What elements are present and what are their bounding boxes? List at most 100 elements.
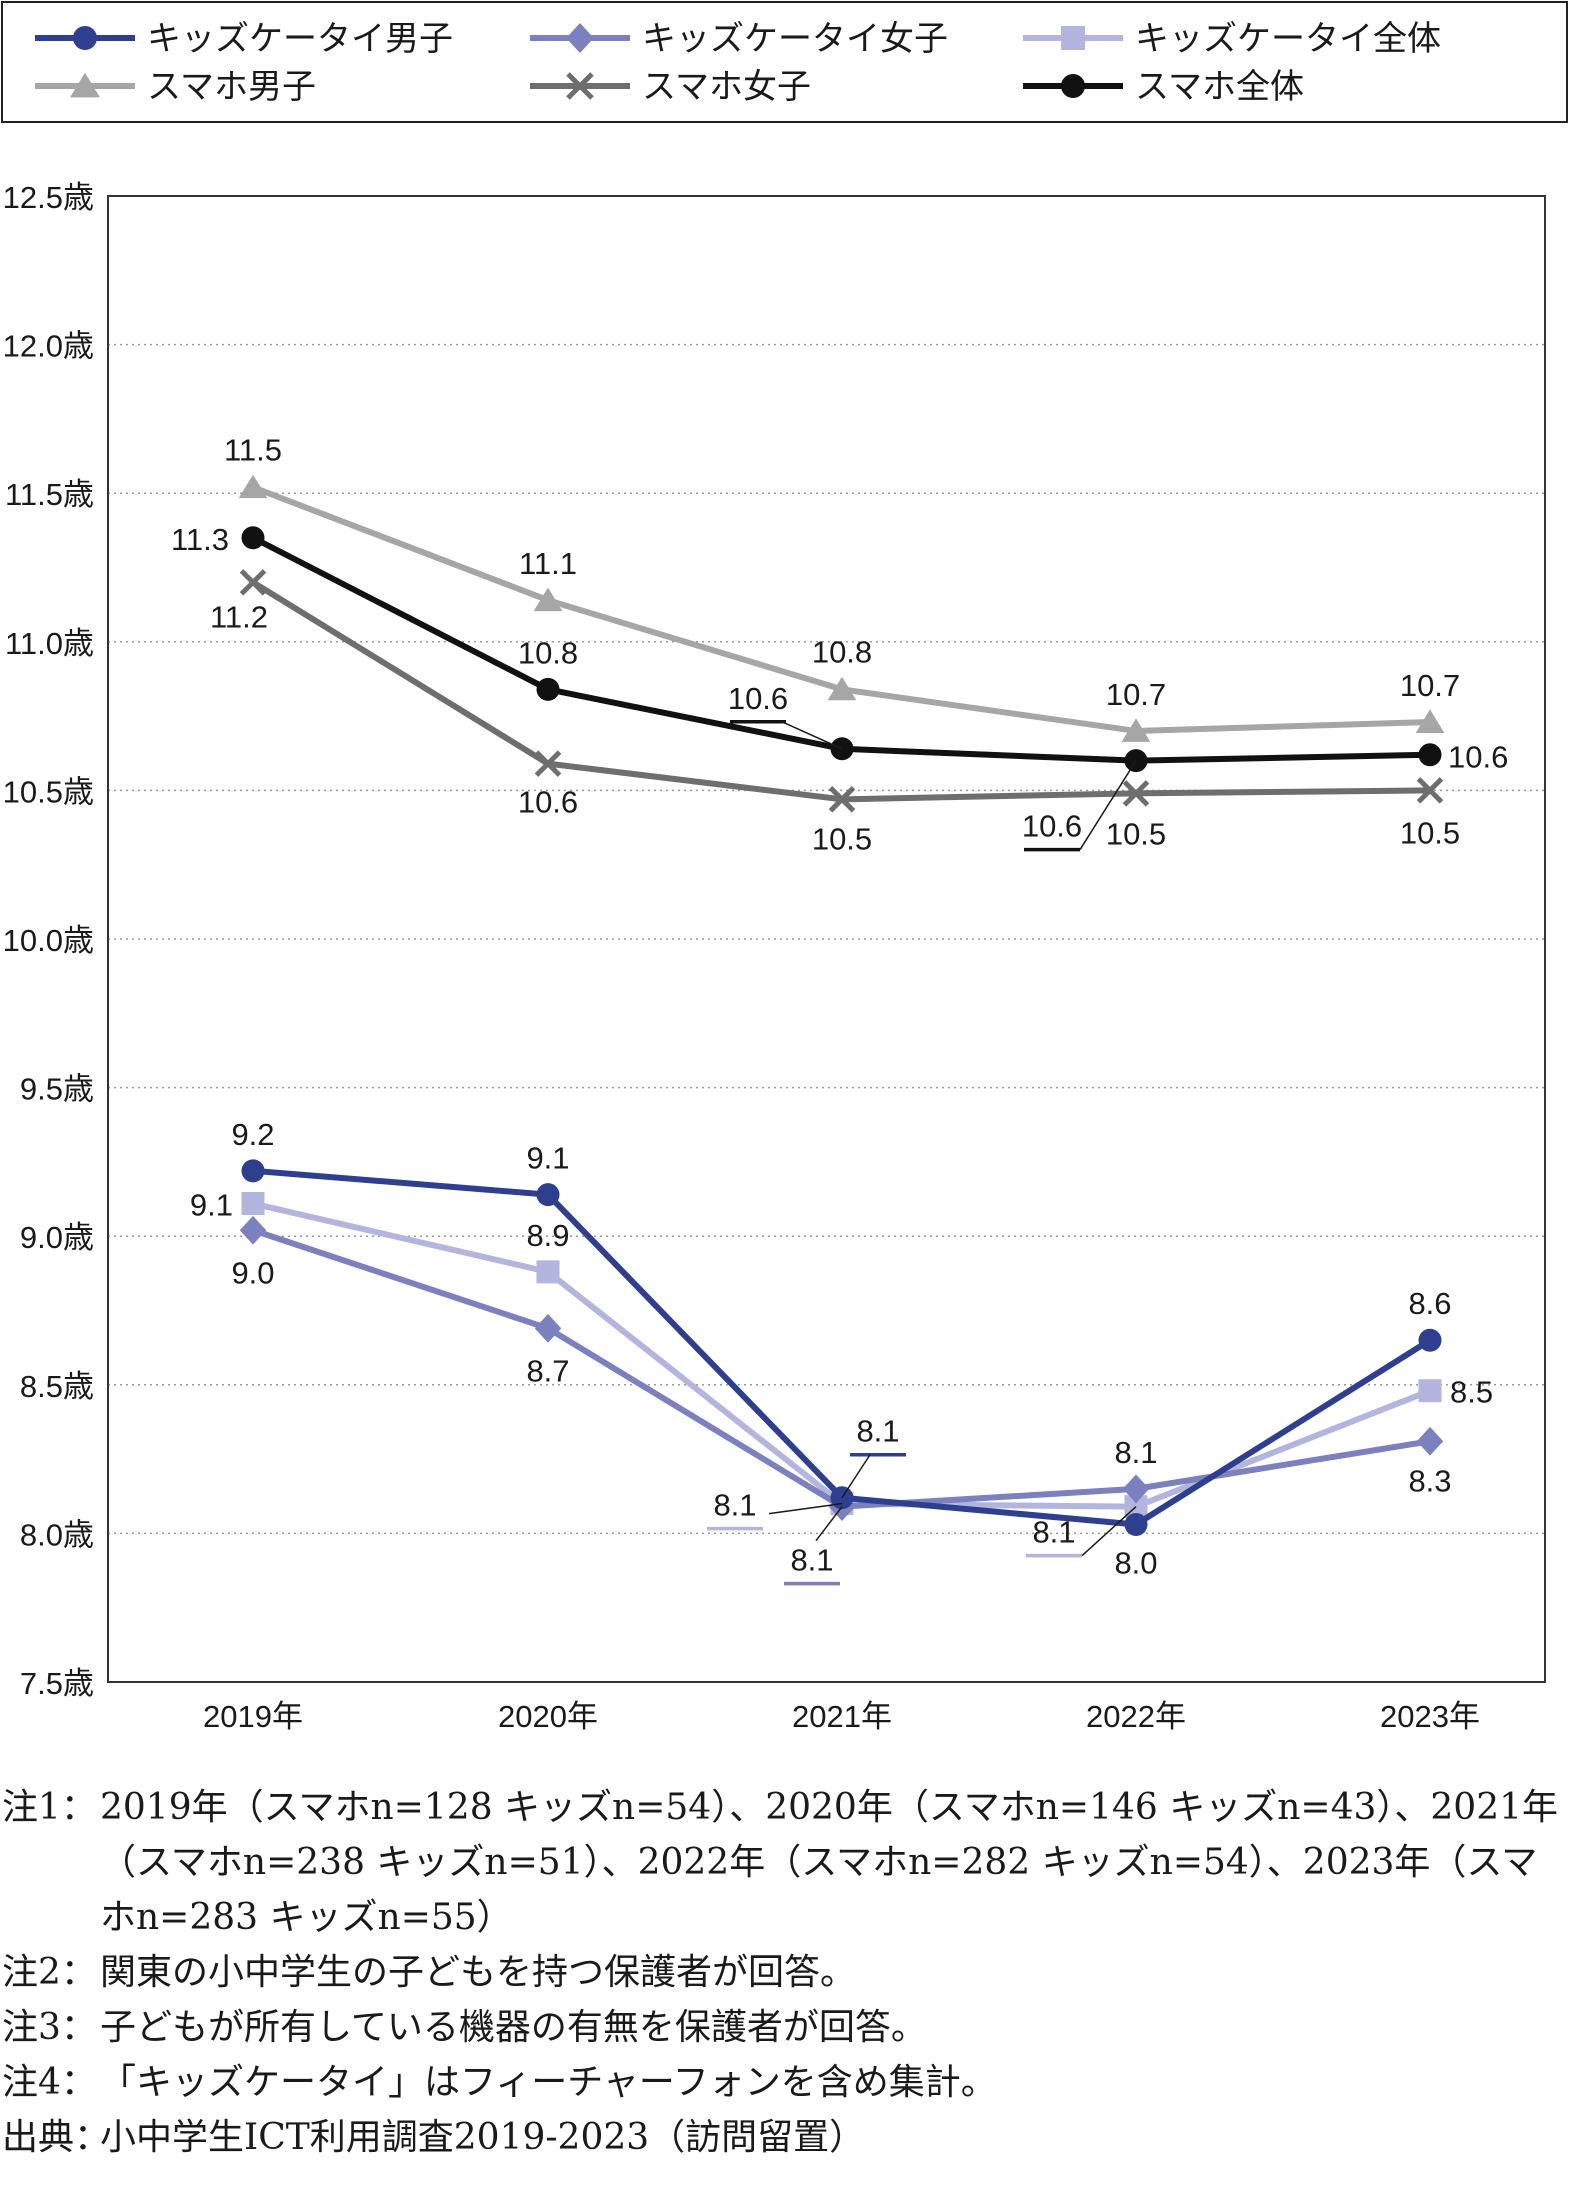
data-point [534,750,562,777]
x-tick-label: 2022年 [1086,1699,1186,1734]
legend-label: キッズケータイ男子 [147,20,453,58]
data-label: 8.1 [1114,1435,1157,1470]
legend-item: スマホ男子 [35,68,316,106]
data-label: 9.1 [526,1141,569,1176]
gridlines [107,195,1546,1683]
y-tick-label: 11.0歳 [5,626,94,661]
data-label: 10.5 [812,821,872,856]
data-point [1418,743,1442,767]
legend-marker-icon [73,26,97,50]
data-point [1121,718,1151,742]
data-label: 8.1 [856,1414,899,1449]
data-label: 11.1 [519,546,577,581]
x-tick-label: 2020年 [498,1699,598,1734]
data-label: 8.7 [526,1353,569,1388]
legend-item: キッズケータイ女子 [530,20,948,58]
data-point [1416,777,1444,804]
y-tick-label: 8.0歳 [20,1517,94,1552]
data-label: 9.2 [231,1117,274,1152]
note-4: 注4： 「キッズケータイ」はフィーチャーフォンを含め集計。 [2,2062,997,2103]
data-point [536,677,560,701]
data-label: 10.6 [1448,740,1508,775]
data-label: 10.7 [1106,677,1166,712]
legend-item: キッズケータイ男子 [35,20,453,58]
series-path [252,1200,1432,1510]
legend-item: キッズケータイ全体 [1023,20,1441,58]
data-point [827,676,857,701]
y-tick-label: 9.0歳 [20,1220,94,1255]
data-label: 8.1 [713,1488,756,1523]
data-point [1415,709,1445,733]
data-point [241,526,265,550]
y-tick-label: 12.0歳 [3,329,94,364]
series-line [238,474,1445,742]
footnotes: 注1： 2019年（スマホn=128 キッズn=54）、2020年（スマホn=14… [2,1780,1562,2165]
data-label: 9.1 [190,1188,233,1223]
x-axis: 2019年 2020年 2021年 2022年 2023年 [203,1699,1480,1734]
legend-item: スマホ女子 [530,68,811,106]
legend-marker-icon [1061,26,1085,50]
source-note: 出典： 小中学生ICT利用調査2019-2023（訪問留置） [2,2117,866,2158]
data-point [1416,1426,1444,1456]
legend-marker-icon [70,72,100,98]
y-tick-label: 12.5歳 [3,180,94,215]
data-label: 10.6 [1022,809,1082,844]
data-point [1418,1379,1442,1403]
leader-line [841,1454,871,1499]
data-point [1122,1474,1150,1504]
data-point [1122,780,1150,807]
data-point [1418,1328,1442,1352]
data-point [534,1313,562,1343]
legend-marker-icon [1061,74,1085,98]
data-label: 10.8 [518,635,578,670]
note-1: 注1： 2019年（スマホn=128 キッズn=54）、2020年（スマホn=14… [2,1787,1559,1938]
y-tick-label: 7.5歳 [20,1666,94,1701]
data-label: 10.5 [1106,816,1166,851]
data-point [536,1183,560,1207]
y-tick-label: 10.0歳 [3,923,94,958]
y-tick-label: 9.5歳 [20,1072,94,1107]
data-label: 8.3 [1408,1463,1451,1498]
legend-marker-icon [566,23,594,53]
y-tick-label: 8.5歳 [20,1369,94,1404]
data-point [239,1215,267,1245]
data-label: 11.5 [224,432,282,467]
leader-line [1081,1506,1137,1557]
series-line [239,1215,1444,1522]
series-line [239,569,1444,813]
plot-frame [107,195,1546,1683]
data-label: 8.5 [1450,1375,1493,1410]
data-label: 8.1 [790,1543,833,1578]
data-label: 8.1 [1032,1515,1075,1550]
data-point [536,1260,560,1284]
data-point [241,1192,265,1216]
data-label: 9.0 [231,1255,274,1290]
legend-label: スマホ女子 [642,68,811,106]
x-tick-label: 2021年 [792,1699,892,1734]
data-label: 11.3 [171,522,229,557]
y-axis: 12.5歳 12.0歳 11.5歳 11.0歳 10.5歳 10.0歳 9.5歳 9.0歳 8.… [3,180,94,1701]
leader-line [781,721,843,750]
legend-label: スマホ全体 [1135,68,1304,106]
data-point [239,569,267,596]
legend-item: スマホ全体 [1023,68,1304,106]
leader-line [768,1502,843,1515]
data-label: 8.9 [526,1218,569,1253]
data-point [533,587,563,612]
data-label: 10.6 [728,681,788,716]
legend-label: キッズケータイ女子 [642,20,948,58]
y-tick-label: 11.5歳 [5,477,94,512]
leader-line [815,1506,843,1542]
data-point [238,474,268,499]
note-3: 注3： 子どもが所有している機器の有無を保護者が回答。 [2,2007,927,2048]
data-label: 10.8 [812,634,872,669]
data-labels: 11.5 11.1 10.8 10.7 10.7 11.3 10.8 10.6 10.6 10.6… [171,432,1508,1586]
data-label: 10.6 [518,785,578,820]
leader-line [1079,760,1137,851]
series-line [241,1159,1442,1536]
data-label: 10.7 [1400,668,1460,703]
x-tick-label: 2023年 [1380,1699,1480,1734]
legend-marker-icon [566,72,594,100]
